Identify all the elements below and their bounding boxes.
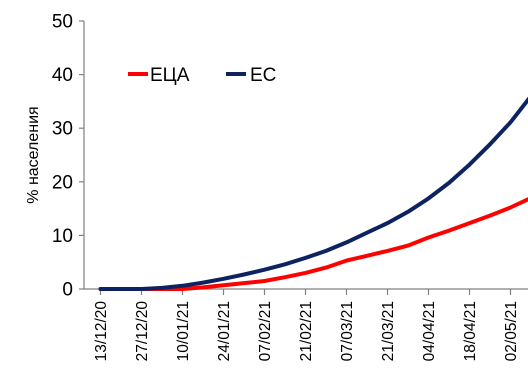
y-tick-label: 10 [52, 226, 73, 247]
x-tick-label: 13/12/20 [93, 301, 110, 362]
x-tick-label: 27/12/20 [134, 301, 151, 362]
series-line-1 [98, 197, 528, 291]
legend-label-2: ЕС [250, 65, 276, 86]
x-ticks: 13/12/20 27/12/20 10/01/21 24/01/21 07/02/21… [93, 289, 520, 362]
x-tick-label: 24/01/21 [216, 301, 233, 361]
x-tick-label: 07/03/21 [339, 301, 356, 361]
axes [83, 21, 528, 290]
x-tick-label: 04/04/21 [421, 301, 438, 361]
x-tick-label: 10/01/21 [175, 301, 192, 361]
y-ticks: 0 10 20 30 40 50 [52, 12, 84, 301]
x-tick-label: 18/04/21 [462, 301, 479, 361]
x-tick-label: 21/03/21 [380, 301, 397, 361]
y-tick-label: 40 [52, 65, 73, 86]
series-group [98, 96, 528, 291]
y-axis-label: % населения [25, 106, 42, 203]
y-tick-label: 30 [52, 119, 73, 140]
y-tick-label: 0 [62, 280, 73, 301]
legend-label-1: ЕЦА [150, 65, 190, 86]
y-tick-label: 50 [52, 12, 73, 33]
x-tick-label: 02/05/21 [503, 301, 520, 361]
x-tick-label: 07/02/21 [257, 301, 274, 361]
y-tick-label: 20 [52, 172, 73, 193]
x-tick-label: 21/02/21 [298, 301, 315, 361]
legend: ЕЦА ЕС [128, 65, 276, 86]
series-line-2 [98, 96, 528, 291]
